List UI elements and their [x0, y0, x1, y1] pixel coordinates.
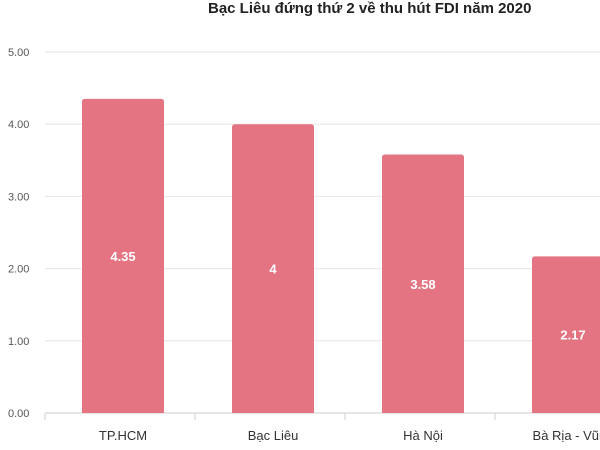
data-label: 2.17	[560, 328, 585, 343]
bar-b-c-li-u	[232, 124, 314, 413]
x-axis-categories: TP.HCM Bạc Liêu Hà Nội Bà Rịa - Vũng	[44, 413, 600, 443]
grid-lines	[45, 51, 600, 414]
data-labels: 4.35 4 3.58 2.17	[110, 249, 585, 343]
bar-tp-hcm	[82, 98, 164, 414]
y-axis-ticks: 0.00 1.00 2.00 3.00 4.00 5.00	[8, 47, 29, 420]
y-tick-label: 2.00	[8, 264, 29, 276]
y-tick-label: 3.00	[8, 191, 29, 203]
y-tick-label: 0.00	[8, 408, 29, 420]
data-label: 4	[269, 262, 277, 277]
data-label: 4.35	[110, 249, 135, 264]
x-category-label: Bà Rịa - Vũng	[533, 428, 600, 443]
y-tick-label: 1.00	[8, 336, 29, 348]
bars	[82, 98, 600, 414]
data-label: 3.58	[410, 277, 435, 292]
bar-b-r-a-v-ng	[532, 256, 600, 413]
chart-title: Bạc Liêu đứng thứ 2 về thu hút FDI năm 2…	[208, 0, 532, 17]
x-category-label: Bạc Liêu	[248, 428, 299, 443]
y-tick-label: 5.00	[8, 47, 29, 59]
y-tick-label: 4.00	[8, 119, 29, 131]
x-category-label: Hà Nội	[403, 428, 443, 443]
bar-h-n-i	[382, 154, 464, 414]
x-category-label: TP.HCM	[99, 428, 147, 443]
